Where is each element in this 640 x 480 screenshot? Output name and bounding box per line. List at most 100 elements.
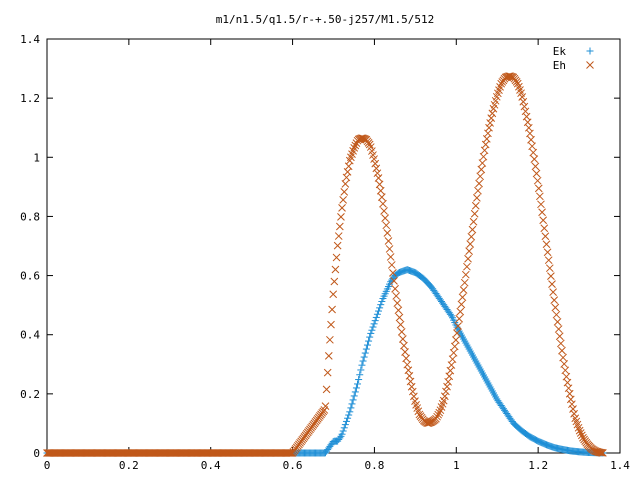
data-point: [519, 97, 528, 106]
data-point: [337, 213, 345, 221]
legend-label-eh: Eh: [553, 59, 566, 72]
data-point: [358, 361, 366, 369]
data-point: [470, 209, 479, 218]
data-point: [383, 229, 392, 237]
data-point: [374, 174, 383, 182]
data-point: [557, 339, 565, 348]
data-point: [339, 196, 348, 204]
data-point: [354, 380, 362, 388]
data-point: [575, 426, 584, 435]
data-point: [465, 247, 473, 255]
data-point: [529, 148, 538, 157]
data-point: [375, 307, 383, 315]
data-point: [360, 353, 368, 361]
data-point: [457, 300, 466, 309]
data-point: [395, 313, 404, 322]
data-point: [324, 352, 333, 360]
data-point: [345, 411, 353, 419]
data-point: [568, 400, 576, 409]
data-point: [559, 353, 567, 362]
data-point: [338, 430, 346, 438]
data-point: [365, 337, 373, 345]
legend-marker-eh: [586, 61, 594, 69]
data-point: [406, 377, 415, 386]
data-point: [370, 320, 378, 328]
data-point: [342, 417, 350, 425]
data-point: [485, 123, 493, 132]
data-point: [384, 237, 393, 245]
data-point: [569, 405, 577, 413]
data-point: [351, 141, 360, 150]
data-point: [455, 314, 464, 323]
data-point: [576, 429, 585, 437]
data-point: [378, 297, 386, 305]
data-point: [394, 306, 403, 315]
y-tick-label: 1: [33, 151, 40, 164]
data-point: [555, 332, 564, 341]
data-point: [376, 304, 384, 312]
data-point: [452, 336, 460, 344]
data-point: [351, 388, 359, 396]
data-point: [362, 345, 370, 353]
data-point: [356, 371, 364, 379]
y-tick-label: 1.2: [20, 92, 40, 105]
data-point: [545, 264, 554, 273]
data-point: [544, 256, 553, 265]
data-point: [551, 303, 560, 312]
data-point: [553, 318, 562, 326]
data-point: [347, 404, 355, 412]
data-point: [373, 310, 381, 318]
data-point: [323, 368, 332, 377]
data-point: [432, 414, 440, 423]
data-point: [339, 427, 347, 435]
data-point: [346, 408, 354, 416]
data-point: [341, 421, 349, 429]
data-point: [543, 248, 552, 257]
data-point: [526, 129, 534, 138]
data-point: [329, 290, 338, 299]
data-point: [352, 384, 360, 392]
data-point: [373, 169, 382, 178]
data-point: [393, 299, 402, 307]
data-point: [322, 385, 331, 394]
data-point: [380, 207, 388, 215]
data-point: [369, 323, 377, 331]
data-point: [469, 217, 478, 226]
data-point: [397, 327, 406, 336]
data-point: [464, 254, 472, 263]
data-point: [390, 277, 398, 285]
data-point: [449, 348, 458, 357]
data-point: [548, 280, 556, 289]
data-point: [443, 382, 451, 391]
x-tick-label: 0.4: [201, 459, 221, 472]
data-point: [461, 270, 470, 279]
data-point: [434, 410, 443, 419]
data-point: [574, 423, 583, 432]
data-point: [440, 392, 449, 401]
data-point: [536, 192, 544, 201]
data-point: [478, 159, 487, 167]
legend-label-ek: Ek: [553, 45, 567, 58]
data-point: [459, 286, 468, 294]
data-point: [377, 301, 385, 309]
data-point: [350, 392, 358, 400]
data-point: [454, 322, 462, 330]
data-point: [366, 333, 374, 341]
data-point: [371, 317, 379, 325]
data-point: [363, 341, 371, 349]
data-point: [541, 232, 550, 241]
data-point: [355, 376, 363, 384]
x-tick-label: 0.6: [283, 459, 303, 472]
data-point: [488, 109, 497, 118]
data-point: [377, 193, 386, 202]
data-point: [408, 387, 417, 396]
data-point: [442, 387, 450, 396]
data-point: [598, 449, 607, 457]
data-point: [597, 448, 606, 457]
data-point: [340, 188, 349, 196]
data-point: [361, 349, 369, 357]
y-tick-label: 0.4: [20, 329, 40, 342]
data-point: [334, 232, 343, 240]
data-point: [435, 408, 444, 417]
